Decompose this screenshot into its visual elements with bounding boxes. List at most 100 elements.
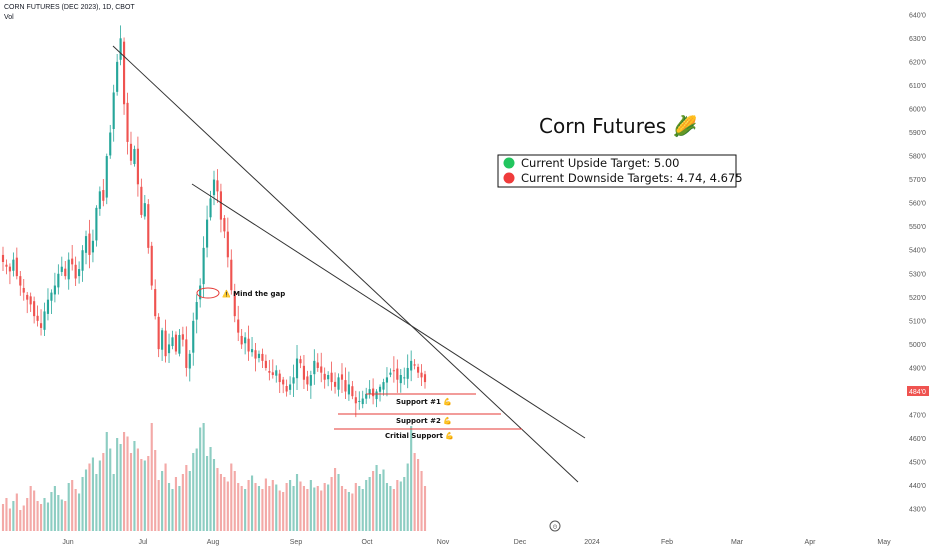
candle-body (71, 258, 74, 265)
time-axis[interactable]: Jun Jul Aug Sep Oct Nov Dec 2024 Feb Mar Apr May (62, 539, 891, 546)
candle-body (74, 264, 77, 279)
volume-bar (406, 463, 409, 531)
candle-body (1, 254, 5, 262)
candle-body (109, 132, 112, 156)
volume-bar (64, 501, 67, 531)
volume-bar (202, 423, 205, 531)
volume-bar (257, 486, 261, 531)
price-tick: 590'0 (909, 130, 926, 137)
critical-support-label: Critial Support 💪 (385, 431, 454, 440)
volume-bar (268, 486, 271, 531)
time-tick: 2024 (584, 539, 600, 546)
volume-bar (181, 474, 184, 531)
candle-body (289, 384, 292, 390)
volume-bar (122, 432, 126, 531)
volume-bar (15, 493, 18, 531)
trendline-2[interactable] (191, 183, 586, 439)
candle-body (413, 364, 416, 366)
candle-body (347, 384, 350, 395)
volume-bar (164, 463, 167, 531)
volume-bar (12, 501, 15, 531)
candle-body (410, 360, 413, 371)
candle-body (95, 207, 98, 241)
volume-bar (133, 441, 136, 531)
price-tick: 530'0 (909, 271, 926, 278)
candle-body (275, 370, 278, 376)
candle-body (365, 393, 368, 399)
time-tick: Mar (731, 539, 744, 546)
candle-body (320, 366, 323, 373)
volume-bar (53, 486, 56, 531)
candle-body (368, 389, 371, 394)
volume-bar (102, 453, 105, 531)
candle-body (268, 371, 271, 373)
volume-bar (219, 474, 222, 531)
tradingview-logo-icon[interactable] (549, 520, 561, 532)
candle-body (154, 289, 157, 317)
candle-body (250, 349, 254, 353)
volume-bar (250, 475, 254, 531)
candle-body (195, 302, 198, 320)
volume-bar (212, 459, 216, 531)
legend-upside: Current Upside Target: 5.00 (521, 156, 680, 170)
price-tick: 460'0 (909, 436, 926, 443)
volume-bar (275, 484, 278, 531)
candle-body (36, 315, 39, 321)
candle-body (337, 377, 340, 390)
price-tick: 450'0 (909, 460, 926, 467)
candle-body (230, 259, 233, 291)
volume-bar (91, 457, 95, 531)
volume-bar (5, 498, 8, 531)
volume-bar (264, 478, 267, 531)
volume-bar (378, 474, 382, 531)
volume-bar (167, 483, 171, 531)
candle-body (157, 316, 160, 350)
candle-body (219, 191, 222, 220)
volume-bar (57, 495, 60, 531)
trendline-1[interactable] (112, 45, 579, 483)
candle-body (278, 373, 281, 383)
volume-bar (247, 480, 250, 531)
candle-body (316, 362, 319, 368)
price-tick: 490'0 (909, 365, 926, 372)
legend-box (497, 154, 737, 188)
symbol-title: CORN FUTURES (DEC 2023), 1D, CBOT (4, 4, 135, 11)
volume-bar (109, 448, 112, 531)
price-tick: 520'0 (909, 295, 926, 302)
candle-body (399, 375, 402, 384)
volume-bar (192, 453, 195, 531)
candle-body (237, 319, 240, 333)
volume-bar (1, 504, 5, 531)
candle-body (91, 240, 95, 253)
candle-body (26, 294, 29, 300)
volume-bar (50, 492, 53, 531)
candle-body (199, 285, 202, 300)
candle-body (299, 359, 302, 364)
candle-body (67, 259, 70, 280)
candle-body (372, 388, 375, 397)
volume-bar (98, 460, 101, 531)
volume-bar (354, 483, 357, 531)
volume-bar (358, 486, 361, 531)
price-axis[interactable]: 640'0 630'0 620'0 610'0 600'0 590'0 580'0 570'0… (909, 12, 926, 513)
candle-body (178, 334, 181, 354)
candle-body (102, 190, 105, 201)
gap-marker[interactable] (196, 287, 220, 299)
volume-bar (67, 483, 70, 531)
volume-bar (43, 498, 46, 531)
volume-bar (185, 465, 188, 531)
volume-bar (126, 436, 129, 531)
volume-bar (199, 427, 202, 531)
candle-body (385, 377, 389, 383)
price-tick: 430'0 (909, 507, 926, 514)
volume-bar (206, 456, 209, 531)
candle-body (188, 353, 191, 369)
candle-body (33, 301, 36, 317)
volume-bar (316, 486, 319, 531)
candle-body (344, 380, 347, 392)
volume-bar (271, 480, 274, 531)
volume-bar (292, 486, 295, 531)
volume-bar (327, 484, 330, 531)
volume-bar (71, 480, 74, 531)
